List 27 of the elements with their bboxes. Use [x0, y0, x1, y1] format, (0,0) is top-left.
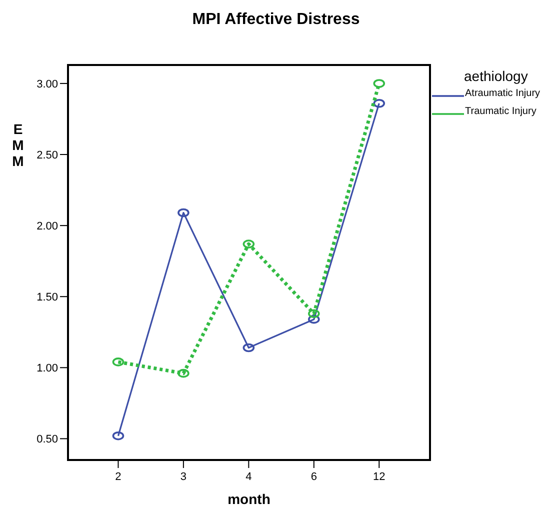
legend-label: Atraumatic Injury	[465, 88, 540, 99]
x-tick-label: 6	[310, 471, 317, 483]
y-tick-label: 2.50	[36, 150, 58, 162]
legend-label: Traumatic Injury	[465, 106, 536, 117]
point	[178, 368, 190, 378]
point	[112, 431, 124, 440]
y-tick-label: 2.00	[36, 220, 58, 233]
x-tick-label: 4	[246, 471, 252, 483]
y-tick-label: 1.00	[36, 362, 58, 375]
point	[308, 314, 320, 324]
y-tick-label: 1.50	[36, 292, 58, 304]
chart-title: MPI Affective Distress	[192, 11, 360, 28]
point	[242, 240, 255, 248]
y-tick-label: 0.50	[36, 434, 58, 446]
point	[112, 358, 124, 366]
x-tick-label: 3	[180, 471, 187, 483]
point	[373, 98, 386, 108]
y-tick-label: 3.00	[36, 78, 58, 90]
legend-title: aethiology	[464, 68, 528, 84]
point	[242, 343, 255, 352]
y-axis-title: EMM	[12, 121, 24, 169]
x-tick-label: 12	[373, 471, 386, 483]
x-tick-label: 2	[115, 471, 122, 483]
x-axis-title: month	[228, 491, 270, 507]
point	[373, 79, 386, 88]
point	[308, 309, 320, 318]
point	[178, 208, 190, 218]
